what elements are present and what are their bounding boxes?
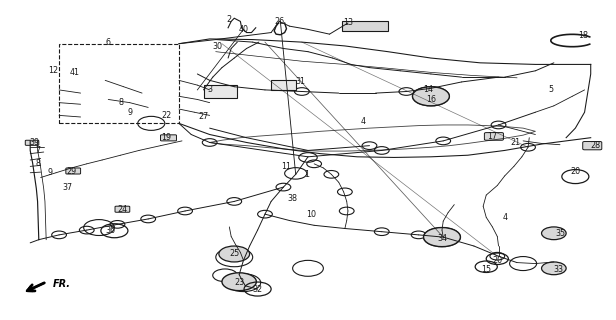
- Text: 38: 38: [288, 194, 298, 204]
- Text: 3: 3: [207, 85, 212, 94]
- Bar: [342, 21, 388, 31]
- Text: 34: 34: [437, 234, 447, 243]
- Bar: [59, 44, 179, 123]
- Circle shape: [541, 227, 566, 240]
- Text: 37: 37: [62, 183, 72, 192]
- Text: 27: 27: [198, 113, 209, 122]
- Text: 35: 35: [555, 229, 565, 238]
- Text: 19: 19: [161, 133, 172, 142]
- Text: 28: 28: [591, 141, 601, 150]
- FancyBboxPatch shape: [583, 141, 602, 150]
- FancyBboxPatch shape: [161, 135, 176, 141]
- FancyBboxPatch shape: [66, 168, 81, 174]
- Text: 29: 29: [67, 167, 76, 176]
- Text: 18: 18: [578, 31, 588, 40]
- Text: 39: 39: [30, 138, 39, 147]
- Text: 20: 20: [492, 256, 503, 265]
- Text: 9: 9: [47, 168, 52, 177]
- FancyBboxPatch shape: [25, 140, 39, 145]
- Text: 8: 8: [35, 159, 40, 168]
- FancyBboxPatch shape: [484, 132, 503, 140]
- Text: 17: 17: [487, 132, 498, 140]
- Text: 33: 33: [554, 265, 564, 275]
- Text: 20: 20: [570, 167, 580, 176]
- Text: 5: 5: [548, 85, 553, 94]
- Text: 11: 11: [282, 162, 291, 171]
- Text: 13: 13: [343, 19, 353, 28]
- Text: 12: 12: [48, 66, 58, 75]
- Circle shape: [424, 228, 460, 247]
- Text: 15: 15: [481, 265, 492, 275]
- Text: 1: 1: [304, 170, 309, 179]
- Text: 16: 16: [426, 95, 436, 104]
- Text: 8: 8: [118, 98, 123, 107]
- Text: 7: 7: [35, 146, 40, 155]
- Text: 26: 26: [274, 17, 284, 26]
- Text: 21: 21: [511, 138, 521, 147]
- Text: 36: 36: [105, 226, 115, 235]
- Text: 31: 31: [296, 77, 306, 86]
- Text: 32: 32: [253, 284, 262, 293]
- Text: 23: 23: [234, 278, 244, 287]
- Text: 25: 25: [229, 250, 240, 259]
- Circle shape: [219, 246, 249, 262]
- Text: 6: 6: [106, 38, 111, 47]
- Text: 30: 30: [212, 42, 222, 52]
- Text: 14: 14: [423, 85, 433, 94]
- Text: 24: 24: [117, 205, 128, 214]
- Circle shape: [541, 262, 566, 275]
- Bar: [203, 85, 237, 98]
- Circle shape: [413, 87, 449, 106]
- Text: 10: 10: [306, 210, 316, 219]
- Text: 9: 9: [127, 108, 132, 117]
- Text: 4: 4: [361, 117, 366, 126]
- FancyBboxPatch shape: [115, 206, 130, 212]
- Text: 40: 40: [238, 25, 248, 34]
- Text: 41: 41: [70, 68, 79, 77]
- Text: 4: 4: [502, 213, 507, 222]
- Text: FR.: FR.: [53, 279, 71, 289]
- Bar: [271, 80, 296, 90]
- Circle shape: [222, 273, 256, 291]
- Text: 22: 22: [161, 111, 172, 120]
- Text: 2: 2: [227, 15, 232, 24]
